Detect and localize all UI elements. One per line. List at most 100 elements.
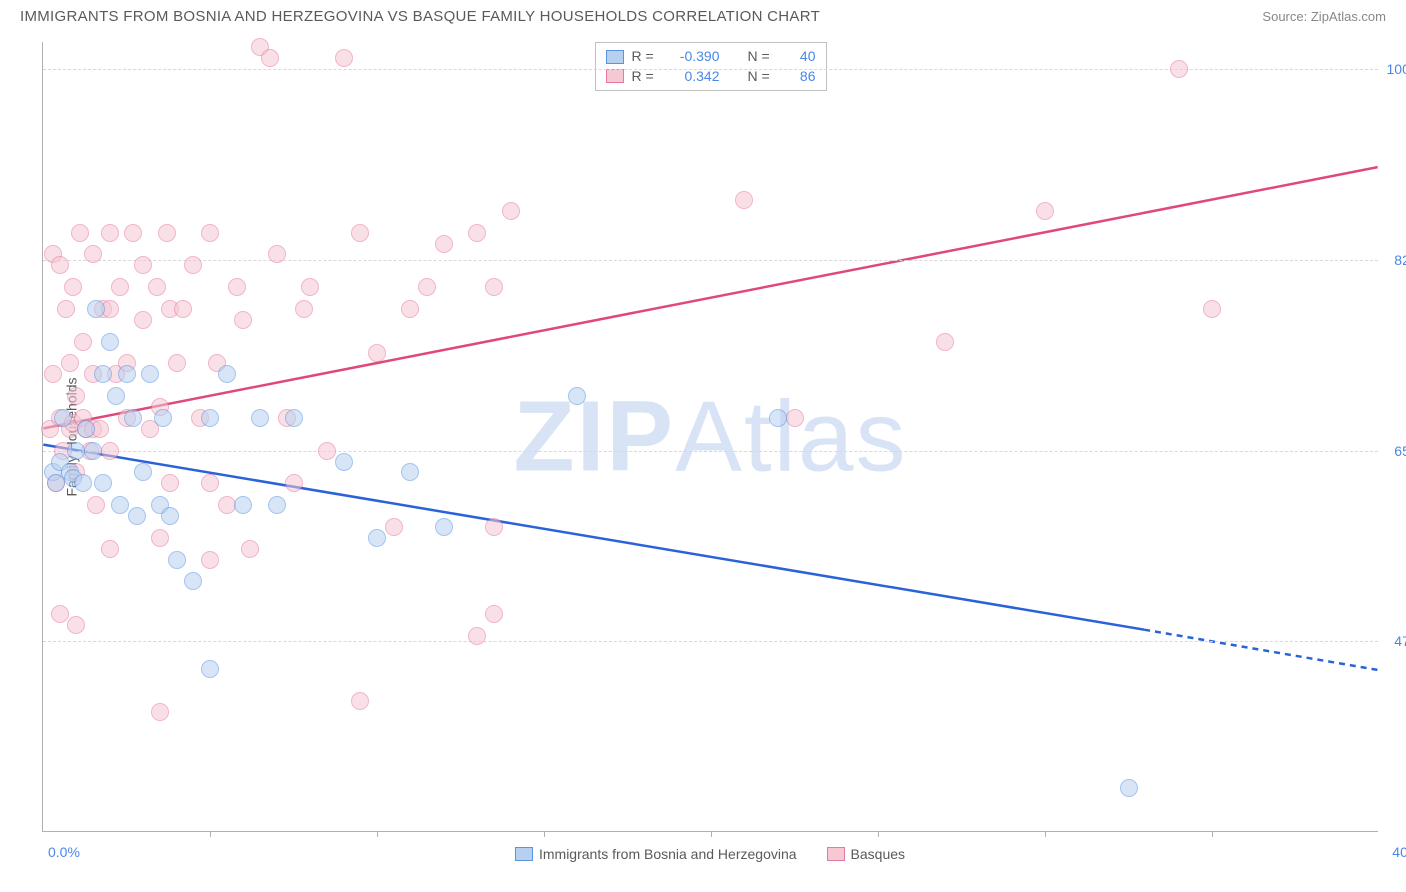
data-point: [184, 256, 202, 274]
y-tick-label: 100.0%: [1387, 61, 1406, 77]
data-point: [228, 278, 246, 296]
data-point: [234, 311, 252, 329]
y-tick-label: 65.0%: [1394, 443, 1406, 459]
chart-title: IMMIGRANTS FROM BOSNIA AND HERZEGOVINA V…: [20, 8, 820, 25]
data-point: [101, 540, 119, 558]
data-point: [268, 496, 286, 514]
data-point: [161, 474, 179, 492]
x-tick: [1045, 831, 1046, 837]
data-point: [154, 409, 172, 427]
data-point: [67, 616, 85, 634]
x-axis-max-label: 40.0%: [1392, 844, 1406, 860]
data-point: [151, 529, 169, 547]
data-point: [201, 224, 219, 242]
data-point: [285, 474, 303, 492]
data-point: [101, 333, 119, 351]
data-point: [418, 278, 436, 296]
data-point: [1120, 779, 1138, 797]
data-point: [74, 474, 92, 492]
series-legend: Immigrants from Bosnia and HerzegovinaBa…: [515, 846, 905, 862]
data-point: [468, 224, 486, 242]
data-point: [335, 49, 353, 67]
correlation-legend: R =-0.390N =40R =0.342N =86: [595, 42, 827, 91]
data-point: [124, 409, 142, 427]
data-point: [251, 409, 269, 427]
data-point: [107, 387, 125, 405]
data-point: [101, 442, 119, 460]
data-point: [201, 660, 219, 678]
data-point: [128, 507, 146, 525]
data-point: [71, 224, 89, 242]
data-point: [87, 300, 105, 318]
data-point: [401, 463, 419, 481]
data-point: [64, 278, 82, 296]
data-point: [218, 365, 236, 383]
data-point: [168, 354, 186, 372]
x-tick: [544, 831, 545, 837]
data-point: [54, 409, 72, 427]
data-point: [1170, 60, 1188, 78]
x-axis-min-label: 0.0%: [48, 844, 80, 860]
data-point: [67, 442, 85, 460]
legend-item: Basques: [827, 846, 905, 862]
data-point: [568, 387, 586, 405]
data-point: [118, 365, 136, 383]
x-tick: [210, 831, 211, 837]
data-point: [241, 540, 259, 558]
data-point: [111, 496, 129, 514]
data-point: [1036, 202, 1054, 220]
gridline: [43, 260, 1378, 261]
x-tick: [711, 831, 712, 837]
data-point: [285, 409, 303, 427]
legend-row: R =-0.390N =40: [606, 47, 816, 67]
data-point: [936, 333, 954, 351]
data-point: [218, 496, 236, 514]
data-point: [44, 365, 62, 383]
data-point: [502, 202, 520, 220]
data-point: [84, 245, 102, 263]
gridline: [43, 451, 1378, 452]
data-point: [318, 442, 336, 460]
x-tick: [377, 831, 378, 837]
data-point: [485, 278, 503, 296]
data-point: [301, 278, 319, 296]
data-point: [101, 224, 119, 242]
data-point: [134, 256, 152, 274]
data-point: [57, 300, 75, 318]
source-citation: Source: ZipAtlas.com: [1262, 9, 1386, 24]
data-point: [201, 551, 219, 569]
data-point: [134, 463, 152, 481]
legend-swatch: [515, 847, 533, 861]
data-point: [769, 409, 787, 427]
data-point: [161, 507, 179, 525]
y-tick-label: 47.5%: [1394, 633, 1406, 649]
data-point: [111, 278, 129, 296]
data-point: [786, 409, 804, 427]
trendlines-svg: [43, 42, 1378, 831]
data-point: [67, 387, 85, 405]
data-point: [435, 518, 453, 536]
data-point: [84, 442, 102, 460]
data-point: [174, 300, 192, 318]
data-point: [1203, 300, 1221, 318]
data-point: [51, 256, 69, 274]
data-point: [335, 453, 353, 471]
y-tick-label: 82.5%: [1394, 252, 1406, 268]
data-point: [351, 692, 369, 710]
data-point: [148, 278, 166, 296]
data-point: [94, 474, 112, 492]
legend-swatch: [606, 69, 624, 83]
x-tick: [1212, 831, 1213, 837]
data-point: [184, 572, 202, 590]
data-point: [351, 224, 369, 242]
data-point: [94, 365, 112, 383]
data-point: [401, 300, 419, 318]
data-point: [77, 420, 95, 438]
data-point: [87, 496, 105, 514]
data-point: [385, 518, 403, 536]
data-point: [74, 333, 92, 351]
chart-area: Family Households ZIPAtlas R =-0.390N =4…: [42, 42, 1378, 832]
data-point: [435, 235, 453, 253]
gridline: [43, 641, 1378, 642]
data-point: [295, 300, 313, 318]
